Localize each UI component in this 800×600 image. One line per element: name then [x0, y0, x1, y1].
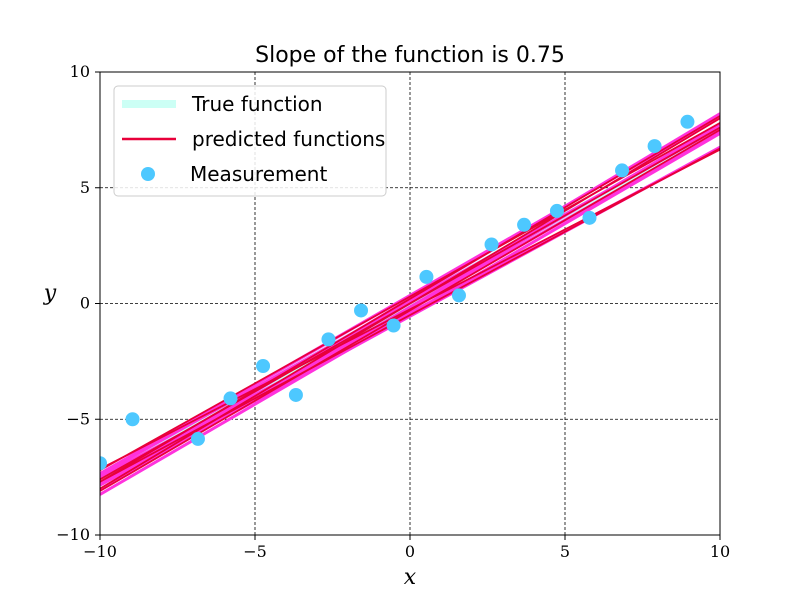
- measurement-point: [517, 217, 532, 232]
- chart-title: Slope of the function is 0.75: [255, 43, 565, 68]
- measurement-point: [582, 210, 597, 225]
- measurement-point: [419, 269, 434, 284]
- predicted-function-line: [100, 148, 720, 470]
- x-tick-label: −10: [83, 542, 117, 561]
- y-tick-label: 10: [70, 62, 90, 81]
- x-tick-label: 5: [560, 542, 570, 561]
- y-tick-label: −10: [56, 525, 90, 544]
- legend-measurement-swatch: [141, 167, 155, 181]
- measurement-point: [354, 303, 369, 318]
- x-axis-label: x: [404, 565, 417, 590]
- measurement-point: [223, 391, 238, 406]
- legend: True function predicted functions Measur…: [113, 85, 387, 197]
- measurement-point: [615, 163, 630, 178]
- y-tick-label: 0: [80, 294, 90, 313]
- legend-true-function-label: True function: [191, 92, 323, 116]
- measurement-points: [100, 114, 695, 471]
- measurement-point: [680, 114, 695, 129]
- legend-predicted-functions-label: predicted functions: [192, 127, 385, 151]
- measurement-point: [125, 412, 140, 427]
- x-tick-label: 0: [405, 542, 415, 561]
- x-tick-label: −5: [243, 542, 267, 561]
- predicted-function-line: [100, 129, 720, 492]
- measurement-point: [484, 237, 499, 252]
- y-axis-label: y: [43, 281, 57, 306]
- measurement-point: [256, 359, 271, 374]
- legend-box: [113, 85, 387, 197]
- plot-lines: [100, 112, 720, 496]
- measurement-point: [190, 431, 205, 446]
- predicted-function-line: [100, 117, 720, 490]
- legend-measurement-label: Measurement: [190, 162, 327, 186]
- measurement-point: [647, 139, 662, 154]
- axis-ticks: −10 −5 0 5 10 −10 −5 0 5 10: [56, 62, 730, 561]
- predicted-function-line: [100, 115, 720, 483]
- y-tick-label: −5: [66, 409, 90, 428]
- measurement-point: [100, 456, 107, 471]
- x-tick-label: 10: [710, 542, 730, 561]
- measurement-point: [321, 332, 336, 347]
- measurement-point: [386, 318, 401, 333]
- measurement-point: [288, 387, 303, 402]
- y-tick-label: 5: [80, 178, 90, 197]
- measurement-point: [549, 203, 564, 218]
- measurement-point: [451, 288, 466, 303]
